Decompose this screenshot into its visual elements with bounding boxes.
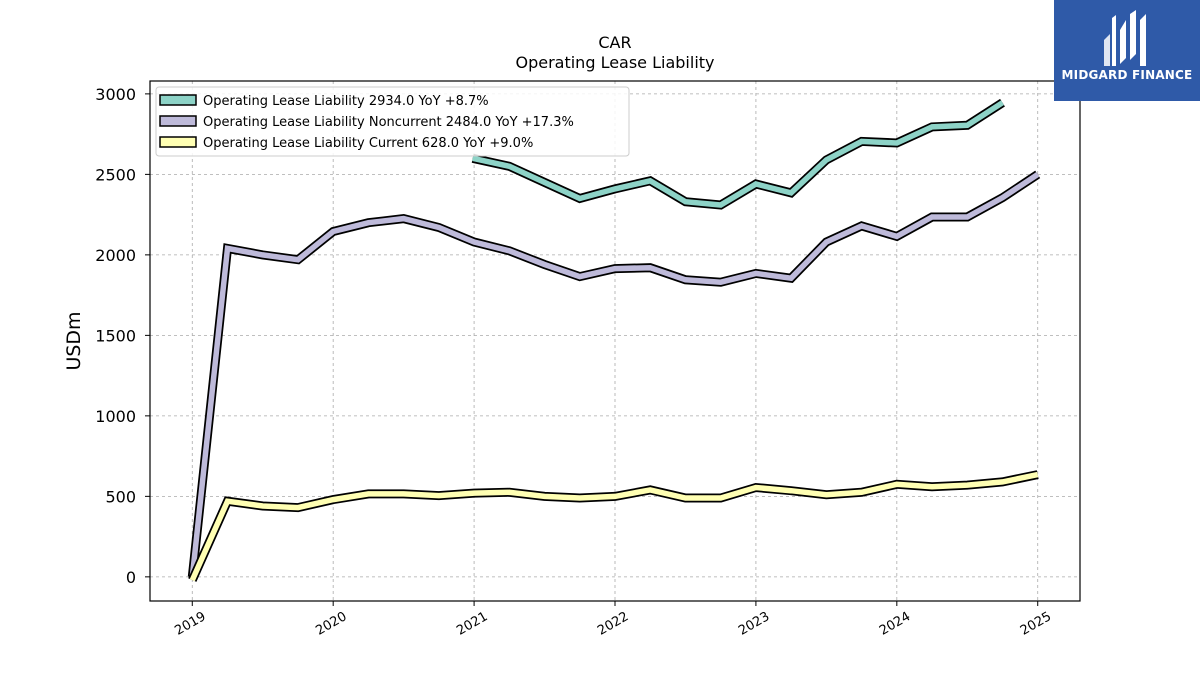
grid: [150, 81, 1080, 601]
y-tick-label: 2000: [95, 246, 136, 265]
series-line-1: [472, 100, 1004, 208]
legend: Operating Lease Liability 2934.0 YoY +8.…: [155, 86, 630, 157]
y-tick-label: 1000: [95, 407, 136, 426]
y-tick-label: 1500: [95, 326, 136, 345]
y-tick-label: 500: [105, 487, 136, 506]
x-tick-label: 2025: [1018, 609, 1054, 639]
y-axis-label: USDm: [63, 311, 85, 370]
x-tick-label: 2024: [877, 609, 913, 639]
legend-entry: Operating Lease Liability Noncurrent 248…: [203, 115, 574, 130]
legend-swatch: [159, 136, 197, 148]
chart-subtitle: Operating Lease Liability: [515, 53, 714, 72]
legend-swatch: [159, 115, 197, 127]
legend-entry: Operating Lease Liability 2934.0 YoY +8.…: [203, 94, 489, 109]
logo: MIDGARD FINANCE: [1054, 0, 1200, 101]
legend-entry: Operating Lease Liability Current 628.0 …: [203, 136, 533, 151]
legend-box: [155, 86, 630, 157]
logo-mark-icon: [1104, 10, 1146, 66]
x-tick-label: 2023: [736, 609, 772, 639]
x-axis: 2019 2020 2021 2022 2023 2024 2025: [172, 601, 1054, 639]
y-tick-label: 2500: [95, 165, 136, 184]
x-tick-label: 2019: [172, 609, 208, 639]
y-axis: 0 500 1000 1500 2000 2500 3000: [95, 85, 150, 587]
legend-swatch: [159, 94, 197, 106]
x-tick-label: 2022: [595, 609, 631, 639]
logo-text: MIDGARD FINANCE: [1061, 68, 1193, 82]
x-tick-label: 2021: [454, 609, 490, 639]
series-line-2: [189, 172, 1040, 578]
y-tick-label: 0: [126, 568, 136, 587]
series-lines: [187, 98, 1041, 582]
x-tick-label: 2020: [313, 609, 349, 639]
y-tick-label: 3000: [95, 85, 136, 104]
chart-title: CAR: [598, 33, 631, 52]
series-line-3: [189, 471, 1039, 582]
